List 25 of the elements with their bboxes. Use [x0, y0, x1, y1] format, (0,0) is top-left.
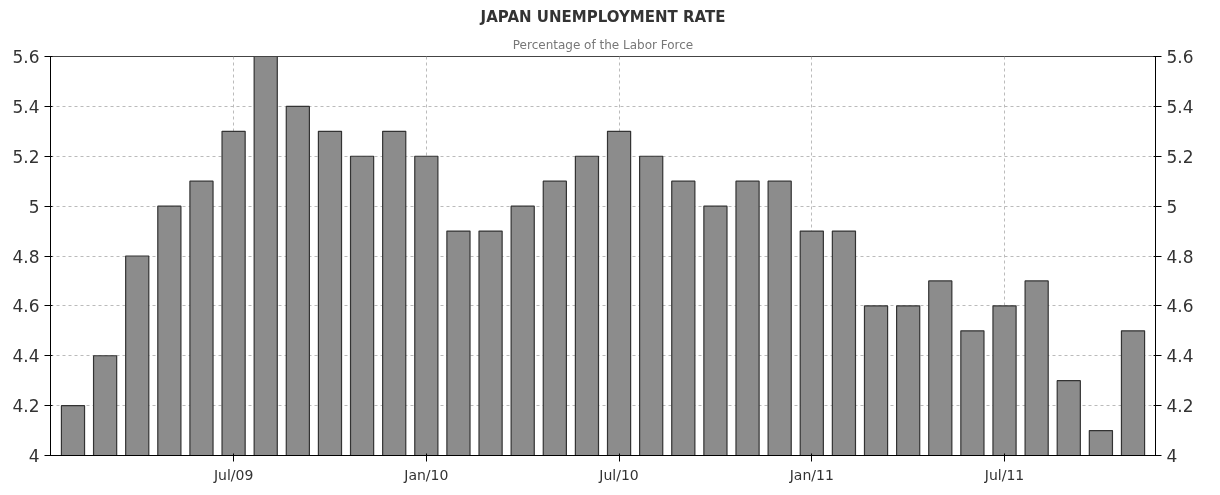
y2-tick-label: 4.4: [1166, 346, 1194, 367]
y2-tick-label: 5.4: [1166, 96, 1194, 117]
y2-tick-label: 5: [1166, 196, 1178, 217]
y2-tick-label: 4.8: [1166, 246, 1194, 267]
y2-tick-label: 4: [1166, 446, 1178, 466]
chart-subtitle: Percentage of the Labor Force: [512, 37, 694, 52]
x-tick-label: Jan/10: [403, 466, 449, 483]
y-tick-label: 4.4: [12, 346, 40, 367]
y2-tick-label: 5.2: [1166, 146, 1194, 167]
x-tick-label: Jul/09: [212, 466, 254, 483]
y-tick-label: 5.6: [12, 47, 40, 67]
y2-tick-label: 4.2: [1166, 396, 1194, 417]
y2-tick-label: 4.6: [1166, 296, 1194, 317]
x-tick-label: Jul/11: [983, 466, 1025, 483]
x-tick-label: Jul/10: [598, 466, 639, 483]
y-tick-label: 4.8: [12, 246, 40, 267]
y-tick-label: 4.2: [12, 396, 40, 417]
y-tick-label: 5.4: [12, 96, 40, 117]
y-tick-label: 5: [28, 196, 40, 217]
y-tick-label: 4: [28, 446, 40, 466]
y2-tick-label: 5.6: [1166, 47, 1194, 67]
y-tick-label: 4.6: [12, 296, 40, 317]
chart-title: JAPAN UNEMPLOYMENT RATE: [479, 7, 726, 26]
y-tick-label: 5.2: [12, 146, 40, 167]
x-tick-label: Jan/11: [788, 466, 834, 483]
